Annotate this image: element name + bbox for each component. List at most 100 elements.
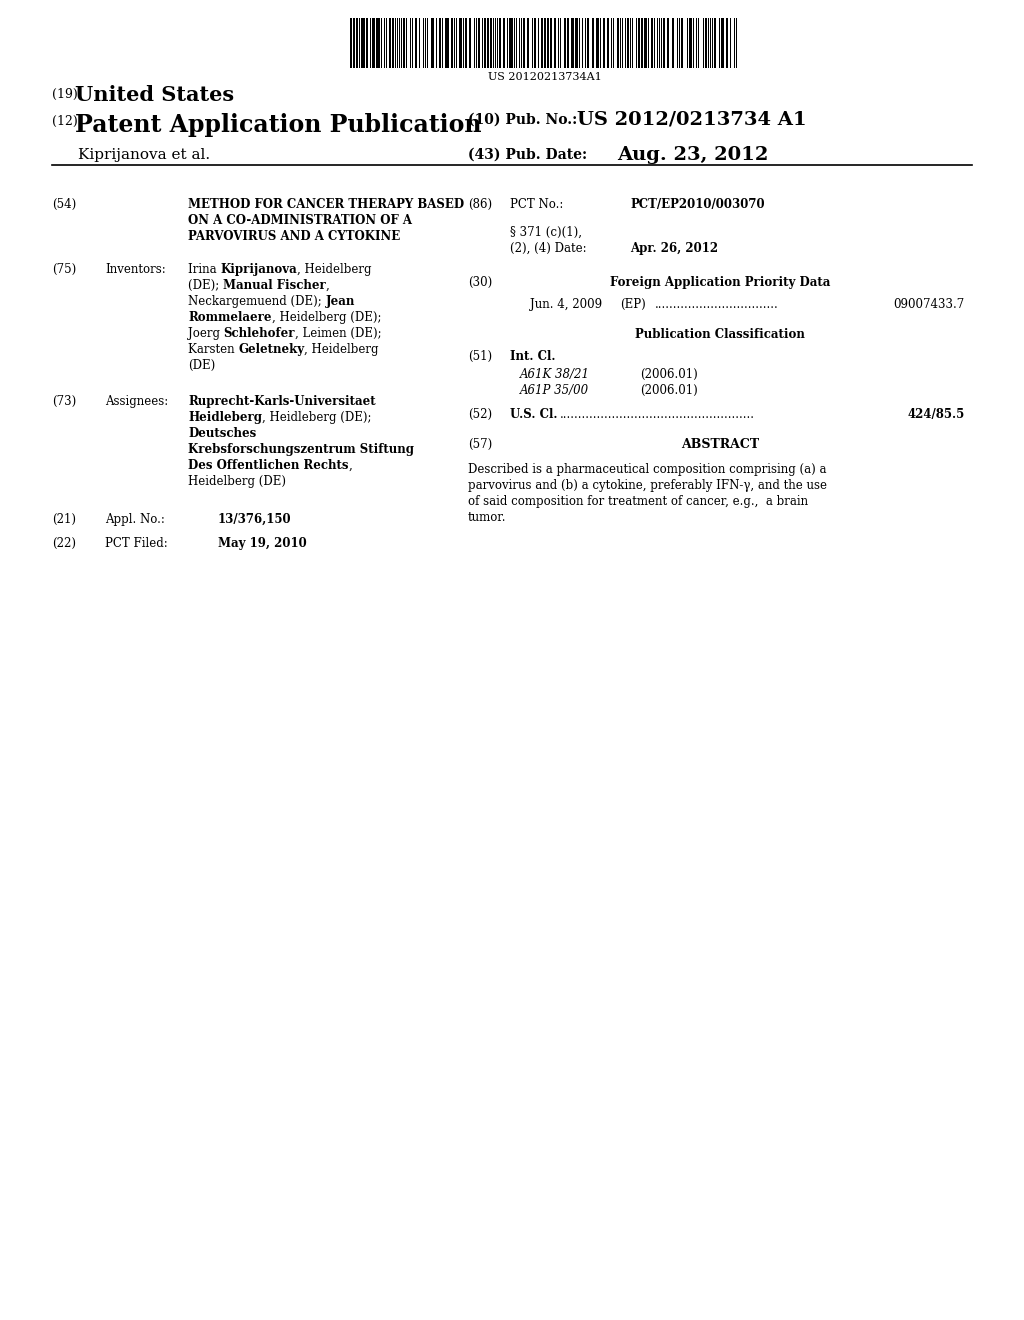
Bar <box>534 18 536 69</box>
Text: Deutsches: Deutsches <box>188 426 256 440</box>
Text: US 20120213734A1: US 20120213734A1 <box>488 73 602 82</box>
Text: (73): (73) <box>52 395 76 408</box>
Text: Heidelberg (DE): Heidelberg (DE) <box>188 475 286 488</box>
Text: (86): (86) <box>468 198 493 211</box>
Text: tumor.: tumor. <box>468 511 507 524</box>
Text: 424/85.5: 424/85.5 <box>907 408 965 421</box>
Text: Patent Application Publication: Patent Application Publication <box>75 114 481 137</box>
Bar <box>541 18 543 69</box>
Bar <box>575 18 578 69</box>
Bar <box>705 18 707 69</box>
Text: Aug. 23, 2012: Aug. 23, 2012 <box>617 147 768 164</box>
Text: (51): (51) <box>468 350 493 363</box>
Bar <box>672 18 674 69</box>
Text: A61P 35/00: A61P 35/00 <box>520 384 589 397</box>
Text: ABSTRACT: ABSTRACT <box>681 438 759 451</box>
Text: (54): (54) <box>52 198 76 211</box>
Bar <box>587 18 589 69</box>
Text: (22): (22) <box>52 537 76 550</box>
Bar <box>638 18 640 69</box>
Bar <box>627 18 629 69</box>
Text: Int. Cl.: Int. Cl. <box>510 350 555 363</box>
Bar <box>567 18 569 69</box>
Bar <box>459 18 462 69</box>
Text: parvovirus and (b) a cytokine, preferably IFN-γ, and the use: parvovirus and (b) a cytokine, preferabl… <box>468 479 827 492</box>
Text: (12): (12) <box>52 115 78 128</box>
Bar <box>392 18 394 69</box>
Text: (19): (19) <box>52 88 78 102</box>
Text: , Heidleberg (DE);: , Heidleberg (DE); <box>262 411 372 424</box>
Text: (75): (75) <box>52 263 76 276</box>
Bar <box>376 18 380 69</box>
Bar <box>431 18 434 69</box>
Bar <box>663 18 665 69</box>
Text: (21): (21) <box>52 513 76 525</box>
Bar <box>547 18 549 69</box>
Text: (DE): (DE) <box>188 359 215 372</box>
Text: Irina: Irina <box>188 263 220 276</box>
Text: (DE);: (DE); <box>188 279 223 292</box>
Bar <box>415 18 417 69</box>
Bar <box>403 18 406 69</box>
Text: PCT No.:: PCT No.: <box>510 198 563 211</box>
Bar <box>592 18 594 69</box>
Text: § 371 (c)(1),: § 371 (c)(1), <box>510 226 582 239</box>
Bar <box>439 18 441 69</box>
Text: Schlehofer: Schlehofer <box>224 327 295 341</box>
Text: Ruprecht-Karls-Universitaet: Ruprecht-Karls-Universitaet <box>188 395 376 408</box>
Bar <box>550 18 552 69</box>
Bar <box>644 18 647 69</box>
Bar <box>353 18 355 69</box>
Bar <box>544 18 546 69</box>
Text: May 19, 2010: May 19, 2010 <box>218 537 307 550</box>
Bar <box>523 18 525 69</box>
Bar <box>499 18 501 69</box>
Text: (30): (30) <box>468 276 493 289</box>
Text: Described is a pharmaceutical composition comprising (a) a: Described is a pharmaceutical compositio… <box>468 463 826 477</box>
Text: (10) Pub. No.:: (10) Pub. No.: <box>468 114 578 127</box>
Text: Krebsforschungszentrum Stiftung: Krebsforschungszentrum Stiftung <box>188 444 414 455</box>
Bar <box>603 18 605 69</box>
Text: (52): (52) <box>468 408 493 421</box>
Text: Publication Classification: Publication Classification <box>635 327 805 341</box>
Text: PARVOVIRUS AND A CYTOKINE: PARVOVIRUS AND A CYTOKINE <box>188 230 400 243</box>
Bar <box>689 18 692 69</box>
Text: (2006.01): (2006.01) <box>640 368 697 381</box>
Text: 09007433.7: 09007433.7 <box>894 298 965 312</box>
Bar <box>487 18 489 69</box>
Bar <box>509 18 513 69</box>
Text: Apr. 26, 2012: Apr. 26, 2012 <box>630 242 718 255</box>
Bar <box>503 18 505 69</box>
Bar <box>617 18 618 69</box>
Text: , Heidelberg: , Heidelberg <box>297 263 372 276</box>
Text: ,: , <box>348 459 352 473</box>
Text: Karsten: Karsten <box>188 343 239 356</box>
Text: , Leimen (DE);: , Leimen (DE); <box>295 327 382 341</box>
Text: , Heidelberg: , Heidelberg <box>304 343 379 356</box>
Text: US 2012/0213734 A1: US 2012/0213734 A1 <box>577 111 807 129</box>
Text: (2), (4) Date:: (2), (4) Date: <box>510 242 587 255</box>
Bar <box>389 18 391 69</box>
Text: Kiprijanova et al.: Kiprijanova et al. <box>78 148 210 162</box>
Text: Kiprijanova: Kiprijanova <box>220 263 297 276</box>
Bar <box>372 18 375 69</box>
Bar <box>721 18 724 69</box>
Bar <box>361 18 365 69</box>
Bar <box>726 18 728 69</box>
Text: U.S. Cl.: U.S. Cl. <box>510 408 557 421</box>
Bar <box>681 18 683 69</box>
Text: 13/376,150: 13/376,150 <box>218 513 292 525</box>
Bar <box>445 18 449 69</box>
Text: Rommelaere: Rommelaere <box>188 312 271 323</box>
Bar <box>469 18 471 69</box>
Text: Assignees:: Assignees: <box>105 395 168 408</box>
Bar <box>484 18 486 69</box>
Bar <box>478 18 480 69</box>
Text: Des Offentlichen Rechts: Des Offentlichen Rechts <box>188 459 348 473</box>
Text: PCT Filed:: PCT Filed: <box>105 537 168 550</box>
Text: Appl. No.:: Appl. No.: <box>105 513 165 525</box>
Text: , Heidelberg (DE);: , Heidelberg (DE); <box>271 312 381 323</box>
Bar <box>607 18 609 69</box>
Text: (57): (57) <box>468 438 493 451</box>
Text: Foreign Application Priority Data: Foreign Application Priority Data <box>610 276 830 289</box>
